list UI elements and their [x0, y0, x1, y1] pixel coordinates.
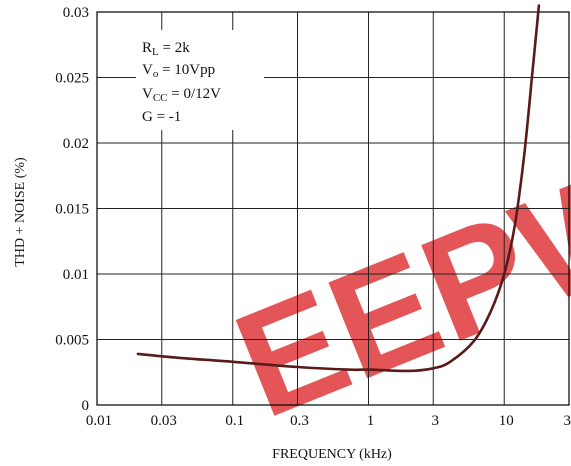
- x-axis-label: FREQUENCY (kHz): [272, 447, 392, 462]
- grid: [96, 11, 570, 406]
- x-tick-label: 30: [564, 413, 571, 429]
- series-line: [136, 4, 541, 373]
- note-vcc: VCC = 0/12V: [142, 86, 221, 104]
- y-tick-label: 0: [82, 398, 90, 414]
- y-tick-labels: 0 0.005 0.01 0.015 0.02 0.025 0.03: [55, 5, 89, 414]
- x-tick-label: 0.03: [151, 413, 177, 429]
- note-gain: G = -1: [142, 109, 181, 125]
- x-tick-label: 3: [432, 413, 440, 429]
- y-axis-label: THD + NOISE (%): [13, 157, 28, 267]
- x-tick-label: 1: [367, 413, 375, 429]
- x-tick-label: 10: [499, 413, 514, 429]
- y-tick-label: 0.025: [55, 71, 89, 87]
- y-tick-label: 0.02: [63, 136, 89, 152]
- conditions-legend: RL = 2k Vo = 10Vpp VCC = 0/12V G = -1: [136, 30, 264, 130]
- y-tick-label: 0.015: [55, 202, 89, 218]
- y-tick-label: 0.01: [63, 267, 89, 283]
- x-tick-label: 0.1: [225, 413, 244, 429]
- note-vo: Vo = 10Vpp: [142, 62, 215, 80]
- watermark: EEPW: [214, 128, 571, 449]
- x-tick-labels: 0.01 0.03 0.1 0.3 1 3 10 30: [86, 413, 571, 429]
- y-tick-label: 0.005: [55, 333, 89, 349]
- x-tick-label: 0.01: [86, 413, 112, 429]
- x-tick-label: 0.3: [290, 413, 309, 429]
- note-rl: RL = 2k: [142, 40, 190, 58]
- y-tick-label: 0.03: [63, 5, 89, 21]
- legend-background: [136, 30, 264, 130]
- plot-frame: [96, 11, 570, 406]
- watermark-text: EEPW: [214, 128, 571, 449]
